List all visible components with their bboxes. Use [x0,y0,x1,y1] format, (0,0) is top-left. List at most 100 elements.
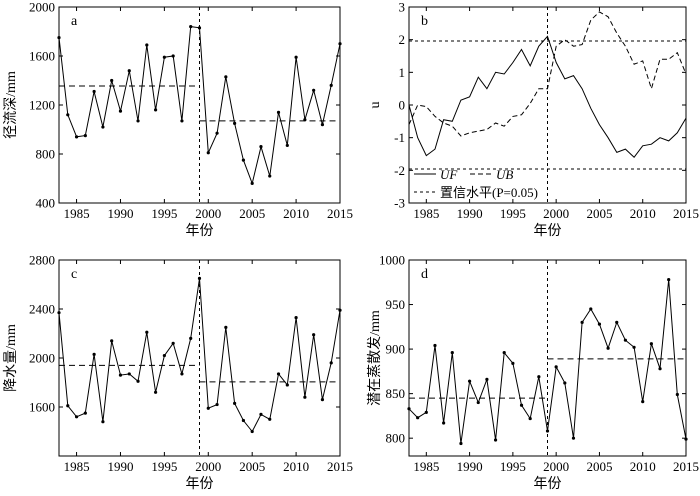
data-point [92,352,96,356]
data-point [571,436,576,440]
y-tick-label: -2 [394,163,405,178]
data-point [136,379,140,383]
y-tick-label: 800 [36,147,56,162]
data-point [57,36,61,40]
panel-c: 1985 1990 1995 2000 2005 2010 2015 1600 2000 2400… [3,253,353,493]
y-axis-label: 降水量/mm [3,324,19,392]
x-axis-label: 年份 [534,223,562,239]
data-point [580,320,584,324]
y-tick-label: 1600 [29,49,55,64]
legend-conf-label: 置信水平(P=0.05) [440,185,538,200]
data-point [83,134,87,138]
data-point [442,421,446,425]
data-point [285,143,289,148]
data-point [153,390,158,394]
data-point [74,135,79,139]
data-point [459,441,463,446]
data-point [66,113,70,117]
x-tick-label: 1990 [107,206,133,221]
data-point [303,118,307,122]
series-line-ub [408,11,687,137]
data-point [215,131,219,135]
y-tick-label: -1 [394,130,405,145]
x-tick-label: 1995 [500,459,526,474]
data-point [268,417,272,421]
data-point [658,367,662,371]
y-tick-label: 800 [386,431,406,446]
x-tick-label: 1985 [64,206,90,221]
data-point [83,411,87,415]
data-point [641,400,645,404]
data-point [259,145,263,149]
y-tick-label: 2000 [29,351,55,366]
data-point [197,26,202,30]
data-point [329,83,333,87]
data-point [250,181,254,185]
panel-b: 1985 1990 1995 2000 2005 2010 2015 -3 -2 -1 0 1 2 3 年份… [368,0,699,239]
data-point [528,416,532,421]
data-point [606,346,610,350]
x-tick-label: 2010 [283,206,309,221]
data-point [136,119,140,123]
y-axis-label: 潜在蒸散发/mm [367,310,383,406]
data-point [285,383,289,387]
x-tick-label: 1985 [413,206,439,221]
data-point [294,55,298,59]
data-point [329,361,333,365]
y-tick-label: 1200 [29,98,55,113]
y-tick-label: 2800 [29,253,55,268]
x-tick-label: 2015 [673,206,699,221]
legend: UF UB 置信水平(P=0.05) [414,167,538,200]
x-tick-label: 2010 [630,459,656,474]
data-point [675,392,679,397]
x-tick-label: 1995 [500,206,526,221]
data-point [502,351,506,355]
x-axis-label: 年份 [186,476,214,492]
x-tick-label: 2000 [195,459,221,474]
legend-ub-label: UB [496,167,513,182]
data-point [476,400,480,405]
data-point [101,420,105,424]
data-point [92,89,96,94]
data-point [241,158,246,162]
data-point [303,395,307,399]
x-tick-label: 2005 [586,459,612,474]
y-axis-label: 径流深/mm [3,71,19,139]
data-point [127,372,131,376]
data-point [684,437,688,441]
data-point [153,108,158,112]
data-point [197,276,202,280]
data-point [433,343,437,348]
x-tick-label: 2000 [543,206,569,221]
y-tick-label: 1000 [379,253,405,268]
x-tick-label: 2000 [195,206,221,221]
data-point [189,336,193,340]
data-point [589,307,593,311]
data-point [320,398,325,402]
panel-label: a [71,14,78,29]
y-tick-label: 900 [386,342,406,357]
x-tick-label: 1990 [457,206,483,221]
data-point [268,174,272,178]
data-point [312,333,316,337]
data-point [519,403,524,407]
data-point [118,109,123,113]
data-point [320,123,325,127]
data-point [511,361,515,365]
data-point [545,429,550,433]
data-point [597,322,602,326]
data-point [537,375,541,379]
data-point [667,278,671,282]
data-point [649,342,653,346]
data-point [189,25,193,29]
x-tick-label: 2015 [673,459,699,474]
panel-a: 1985 1990 1995 2000 2005 2010 2015 400 800 1200 16… [3,0,353,239]
x-tick-label: 2000 [543,459,569,474]
data-point [338,42,342,46]
y-tick-label: -3 [394,196,405,211]
data-point [241,418,246,423]
data-point [224,75,228,79]
data-point [171,341,175,345]
data-point [276,372,281,376]
